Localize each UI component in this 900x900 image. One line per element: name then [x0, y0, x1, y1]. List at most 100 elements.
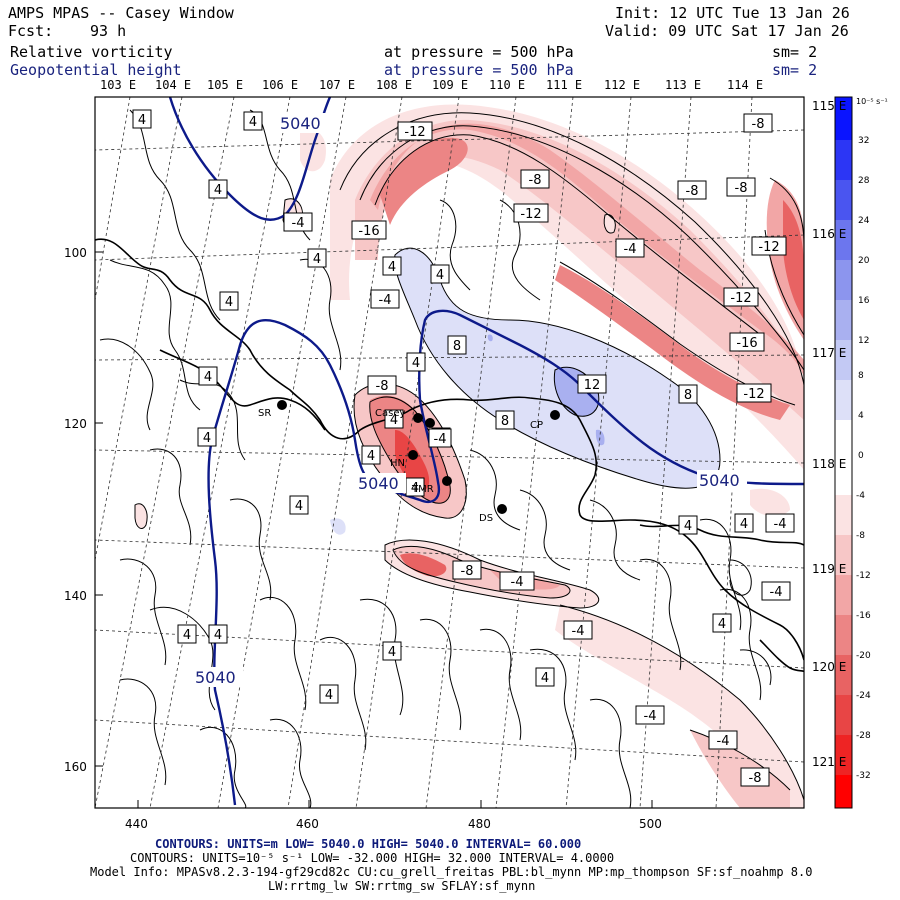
lon-label: 112 E: [604, 78, 641, 92]
vort-label: -8: [749, 771, 762, 786]
vort-label: 4: [718, 617, 726, 632]
vort-label: -4: [511, 575, 524, 590]
y-tick-label: 140: [64, 589, 87, 603]
vort-label: -8: [686, 184, 699, 199]
station-marker[interactable]: [277, 400, 287, 410]
station-label: HN: [390, 458, 405, 469]
colorbar-label: 8: [858, 371, 864, 381]
lon-label: 106 E: [262, 78, 299, 92]
lon-label: 114 E: [727, 78, 764, 92]
station-marker[interactable]: [425, 418, 435, 428]
vort-label: 4: [313, 252, 321, 267]
vort-label: -12: [404, 125, 425, 140]
height-label: 5040: [358, 474, 399, 493]
lon-label: 104 E: [155, 78, 192, 92]
model-info-cont: LW:rrtmg_lw SW:rrtmg_sw SFLAY:sf_mynn: [268, 879, 536, 893]
height-label: 5040: [195, 668, 236, 687]
station-label: SR: [258, 408, 271, 419]
station-marker[interactable]: [408, 450, 418, 460]
vorticity-labels-negative: -12 -8 -8 -8 -12 -4 -16 -4 -4 -12 -16 -1…: [283, 113, 795, 787]
vort-label: 4: [249, 115, 257, 130]
y-tick-label: 100: [64, 246, 87, 260]
vort-label: 4: [411, 481, 419, 496]
valid-time: Valid: 09 UTC Sat 17 Jan 26: [605, 22, 849, 40]
colorbar-label: 32: [858, 136, 869, 146]
y-tick-label: 120: [64, 417, 87, 431]
vort-label: 4: [412, 356, 420, 371]
field2-pressure: at pressure = 500 hPa: [384, 61, 574, 79]
vort-label: -4: [774, 517, 787, 532]
station-label: DS: [479, 513, 493, 524]
plot-frame: [94, 96, 805, 809]
lon-label: 113 E: [665, 78, 702, 92]
vort-label: 4: [183, 628, 191, 643]
colorbar-label: 28: [858, 176, 870, 186]
lon-label: 108 E: [376, 78, 413, 92]
vorticity-labels-positive: 4 4 4 4 4 4 4 4 4 4 4 4 4 4 4 4 4 4 4 4 …: [132, 109, 754, 704]
colorbar-label: -32: [856, 771, 871, 781]
stations: SR Casey HN TMR CP DS: [258, 400, 560, 524]
colorbar-label: 16: [858, 296, 870, 306]
vort-label: 4: [138, 113, 146, 128]
vorticity-contour-info: CONTOURS: UNITS=10⁻⁵ s⁻¹ LOW= -32.000 HI…: [130, 851, 615, 865]
vort-label: 4: [390, 413, 398, 428]
x-tick-label: 480: [468, 817, 491, 831]
vort-label: 8: [501, 414, 509, 429]
colorbar-label: -20: [856, 651, 871, 661]
right-lon-labels: 115 E 116 E 117 E 118 E 119 E 120 E 121 …: [812, 99, 846, 769]
vort-label: 4: [684, 519, 692, 534]
vort-label: -8: [752, 117, 765, 132]
vort-label: -4: [292, 216, 305, 231]
vort-label: 4: [295, 499, 303, 514]
vort-label: -4: [572, 624, 585, 639]
x-tick-label: 460: [296, 817, 319, 831]
vort-label: 4: [204, 370, 212, 385]
colorbar-label: 20: [858, 256, 870, 266]
colorbar-label: -24: [856, 691, 871, 701]
vort-label: 4: [225, 295, 233, 310]
vort-label: -12: [730, 291, 751, 306]
y-tick-label: 160: [64, 760, 87, 774]
vort-label: 4: [325, 688, 333, 703]
vort-label: -12: [743, 387, 764, 402]
vort-label: 4: [388, 645, 396, 660]
vort-label: 8: [453, 339, 461, 354]
colorbar: 10⁻⁵ s⁻¹ 32 28 24 20 16 12 8 4 0 -4 -8 -…: [834, 96, 888, 809]
colorbar-label: -4: [856, 491, 865, 501]
lon-label: 120 E: [812, 660, 846, 674]
height-label: 5040: [280, 114, 321, 133]
field1-smoothing: sm= 2: [772, 43, 818, 61]
colorbar-label: -16: [856, 611, 871, 621]
vort-label: 4: [541, 671, 549, 686]
station-marker[interactable]: [550, 410, 560, 420]
station-marker[interactable]: [442, 476, 452, 486]
x-tick-label: 500: [639, 817, 662, 831]
axis-ticks: [95, 251, 653, 808]
colorbar-unit: 10⁻⁵ s⁻¹: [856, 97, 888, 106]
station-marker[interactable]: [413, 413, 423, 423]
forecast-hour: 93 h: [90, 22, 127, 40]
x-tick-label: 440: [125, 817, 148, 831]
station-marker[interactable]: [497, 504, 507, 514]
field1-name: Relative vorticity: [10, 43, 173, 61]
colorbar-label: 4: [858, 411, 864, 421]
coastline: [95, 238, 804, 673]
lon-label: 105 E: [207, 78, 244, 92]
vort-label: 4: [214, 183, 222, 198]
vort-label: -8: [529, 173, 542, 188]
map-content: 4 4 4 4 4 4 4 4 4 4 4 4 4 4 4 4 4 4 4 4 …: [95, 97, 804, 808]
vort-label: -8: [376, 379, 389, 394]
field2-smoothing: sm= 2: [772, 61, 818, 79]
vort-label: 4: [388, 260, 396, 275]
vort-label: -16: [736, 336, 757, 351]
vort-label: -8: [461, 564, 474, 579]
station-label: TMR: [411, 484, 434, 495]
height-labels: 5040 5040 5040 5040: [193, 113, 747, 687]
vort-label: 8: [684, 388, 692, 403]
colorbar-label: 12: [858, 336, 869, 346]
lon-label: 111 E: [546, 78, 583, 92]
colorbar-label: 24: [858, 216, 870, 226]
init-time: Init: 12 UTC Tue 13 Jan 26: [615, 4, 850, 22]
model-info: Model Info: MPASv8.2.3-194-gf29cd82c CU:…: [90, 865, 813, 879]
